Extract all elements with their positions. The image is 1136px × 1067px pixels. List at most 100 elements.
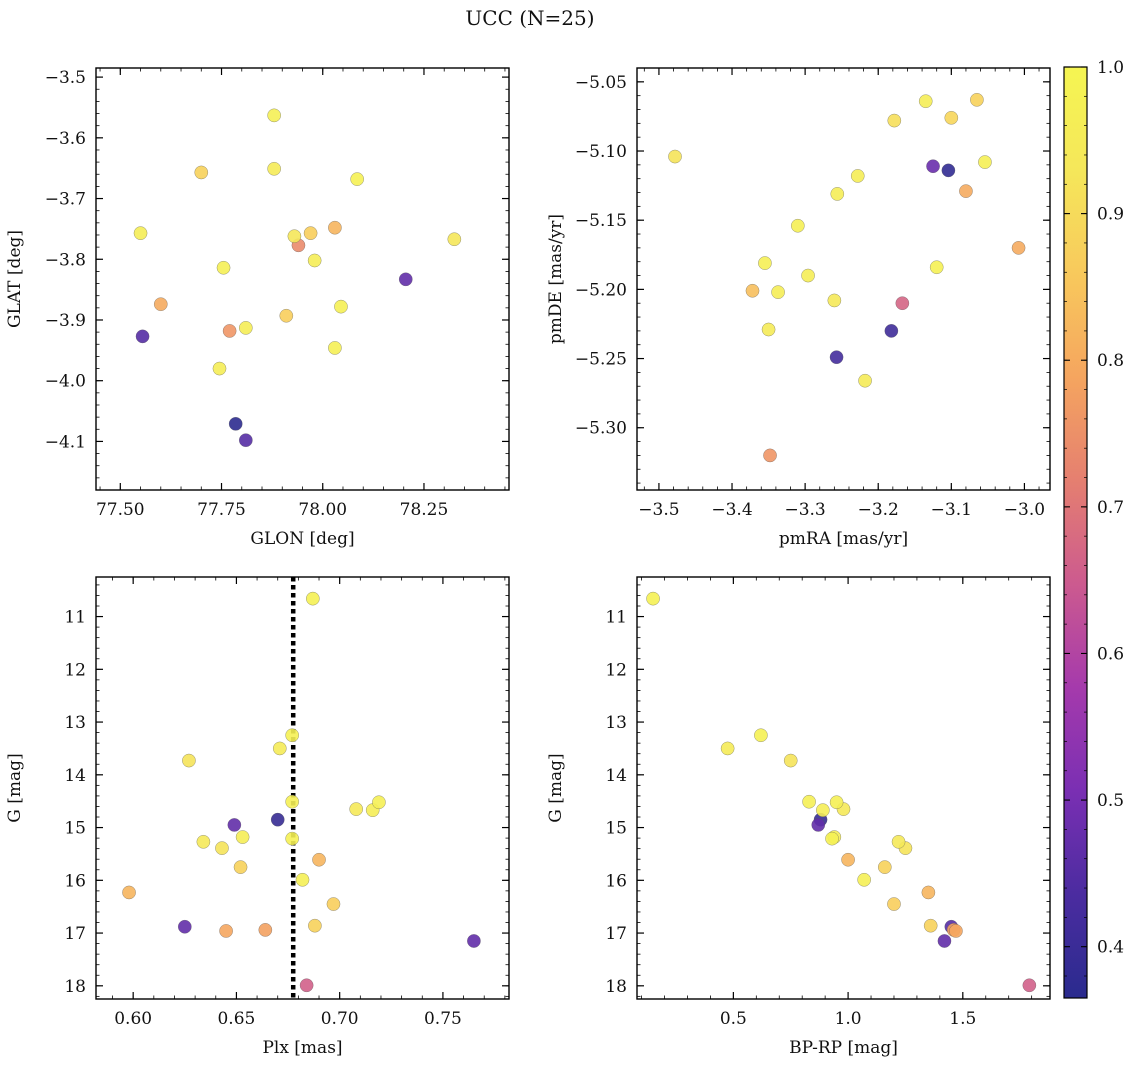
y-tick-label: 15 (64, 819, 86, 839)
y-tick-label: −5.30 (575, 419, 627, 439)
x-tick-label: 1.5 (949, 1009, 976, 1029)
x-tick-label: −3.3 (784, 500, 825, 520)
figure-title: UCC (N=25) (465, 6, 595, 30)
data-point (219, 924, 233, 938)
x-tick-label: −3.1 (931, 500, 972, 520)
data-point (941, 163, 956, 178)
colorbar-tick-label: 0.6 (1097, 644, 1124, 664)
panel-plx-g: 0.60 0.65 0.70 0.75 11 12 13 14 15 16 17 18 Plx [mas… (5, 576, 510, 1058)
axes-frame (636, 576, 1051, 1000)
data-point (307, 253, 322, 268)
data-point (238, 321, 253, 335)
y-tick-label: −3.5 (45, 68, 86, 88)
data-point (279, 308, 294, 323)
data-point (978, 155, 992, 169)
x-axis-label: GLON [deg] (250, 529, 354, 549)
y-tick-label: −4.1 (45, 432, 86, 452)
data-point (258, 923, 273, 937)
y-axis-label: pmDE [mas/yr] (546, 214, 566, 344)
y-tick-label: 11 (64, 608, 86, 628)
y-tick-label: −4.0 (45, 372, 86, 392)
data-point (1022, 978, 1037, 993)
data-point (763, 448, 777, 463)
colorbar: 1.0 0.9 0.8 0.7 0.6 0.5 0.4 (1063, 58, 1124, 999)
data-point (270, 812, 285, 827)
data-point (228, 416, 243, 431)
colorbar-tick-label: 0.5 (1097, 791, 1124, 811)
y-tick-label: −3.9 (45, 311, 86, 331)
axes-frame (636, 67, 1051, 491)
data-point (372, 795, 386, 810)
data-point (216, 260, 231, 275)
data-point (272, 741, 287, 756)
data-point (122, 885, 136, 900)
colorbar-gradient (1063, 66, 1088, 999)
data-point (398, 272, 413, 287)
data-point (285, 728, 300, 743)
data-point (267, 108, 282, 123)
data-point (235, 830, 250, 844)
data-point (334, 299, 348, 314)
data-point (816, 803, 830, 818)
data-point (305, 591, 320, 606)
data-point (754, 728, 768, 743)
data-point (233, 860, 248, 874)
x-tick-label: 77.75 (197, 500, 246, 520)
colorbar-tick-label: 0.8 (1097, 351, 1124, 371)
y-tick-label: 11 (605, 608, 627, 628)
data-point (829, 795, 844, 810)
data-point (921, 885, 936, 900)
data-point (771, 285, 785, 299)
data-point (285, 831, 300, 846)
x-tick-label: 78.00 (298, 500, 347, 520)
data-point (720, 741, 735, 756)
data-point (783, 753, 798, 768)
data-point (299, 978, 314, 993)
y-tick-label: −5.10 (575, 142, 627, 162)
data-point (328, 220, 342, 235)
data-point (811, 818, 826, 832)
y-tick-label: 17 (605, 924, 627, 944)
x-tick-label: 0.60 (114, 1009, 152, 1029)
data-point (970, 92, 984, 107)
x-axis-label: Plx [mas] (262, 1038, 342, 1058)
data-point (350, 172, 365, 186)
data-point (895, 296, 910, 311)
data-point (857, 872, 872, 887)
data-point (758, 256, 772, 270)
data-point (196, 834, 211, 849)
data-point (937, 934, 952, 948)
x-tick-label: 0.5 (720, 1009, 747, 1029)
panel-pmra-pmde: −3.5 −3.4 −3.3 −3.2 −3.1 −3.0 −5.05 −5.10 −5.15 −… (546, 67, 1051, 549)
data-point (177, 919, 192, 934)
data-point (827, 293, 842, 308)
data-point (926, 159, 940, 174)
y-tick-label: −3.8 (45, 250, 86, 270)
y-axis-label: GLAT [deg] (5, 230, 25, 328)
axes-frame (95, 67, 510, 491)
x-tick-label: 0.65 (217, 1009, 255, 1029)
data-point (829, 350, 844, 365)
data-point (745, 283, 760, 298)
data-point (949, 924, 963, 938)
x-tick-label: −3.2 (858, 500, 899, 520)
data-point (227, 818, 242, 832)
data-point (285, 794, 300, 809)
data-point (238, 433, 253, 448)
x-tick-label: 0.70 (321, 1009, 359, 1029)
data-point (1011, 241, 1026, 255)
data-point (891, 834, 906, 849)
data-point (802, 794, 816, 809)
y-tick-label: 14 (605, 766, 627, 786)
y-tick-label: −5.05 (575, 73, 627, 93)
y-tick-label: 13 (64, 713, 86, 733)
data-point (153, 297, 168, 312)
data-point (877, 860, 892, 874)
y-tick-label: 14 (64, 766, 86, 786)
data-point (287, 229, 302, 244)
colorbar-tick-label: 0.7 (1097, 498, 1124, 518)
y-tick-label: −3.6 (45, 129, 86, 149)
y-tick-label: 16 (64, 871, 86, 891)
